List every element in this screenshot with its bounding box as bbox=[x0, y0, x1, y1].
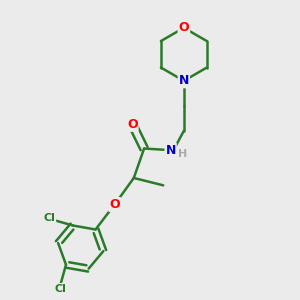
Text: Cl: Cl bbox=[44, 213, 55, 223]
Text: N: N bbox=[179, 74, 189, 87]
Text: H: H bbox=[178, 149, 188, 159]
Text: Cl: Cl bbox=[54, 284, 66, 294]
Text: O: O bbox=[178, 21, 189, 34]
Text: O: O bbox=[110, 198, 120, 211]
Text: N: N bbox=[165, 143, 176, 157]
Text: O: O bbox=[127, 118, 138, 131]
